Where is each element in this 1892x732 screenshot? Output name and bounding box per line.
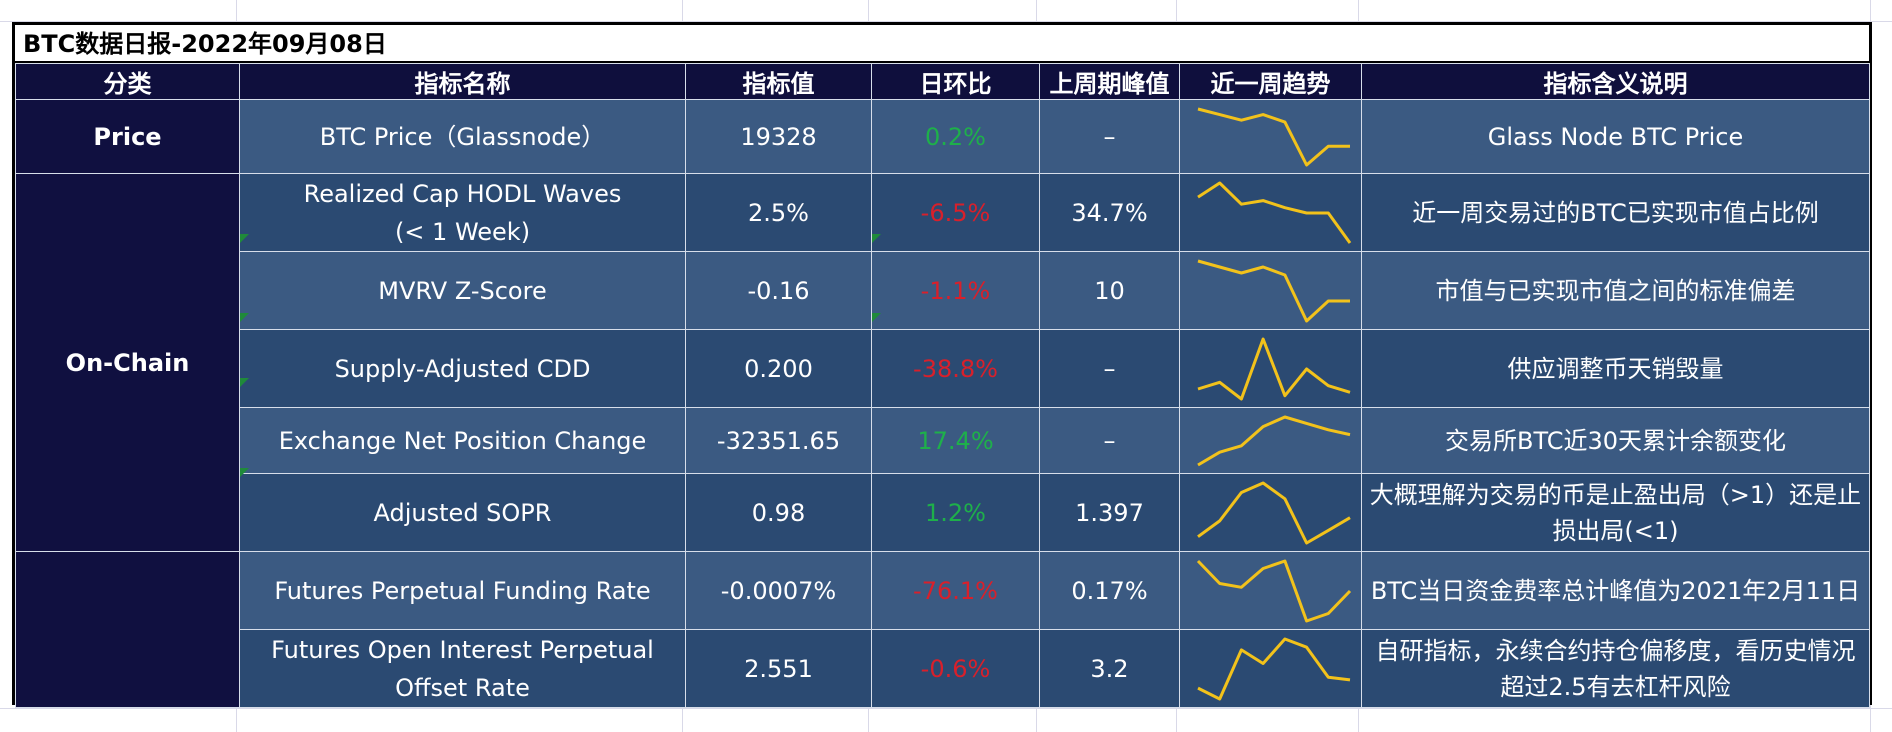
cell-note-marker[interactable] <box>240 468 249 477</box>
weekly-trend-sparkline <box>1197 181 1352 244</box>
sparkline-cell[interactable] <box>1179 629 1362 708</box>
sparkline-cell[interactable] <box>1179 251 1362 330</box>
header-category[interactable]: 分类 <box>15 63 240 100</box>
metrics-table: 分类 指标名称 指标值 日环比 上周期峰值 近一周趋势 指标含义说明 Price… <box>15 63 1870 708</box>
metric-name-cell[interactable]: Realized Cap HODL Waves (< 1 Week) <box>239 173 686 252</box>
header-description[interactable]: 指标含义说明 <box>1361 63 1870 100</box>
category-onchain[interactable]: On-Chain <box>15 173 240 552</box>
sparkline-series <box>1197 107 1350 166</box>
daily-report-block: BTC数据日报-2022年09月08日 分类 指标名称 指标值 日环比 上周期峰… <box>12 22 1872 708</box>
cell-note-marker[interactable] <box>240 313 249 322</box>
header-row: 分类 指标名称 指标值 日环比 上周期峰值 近一周趋势 指标含义说明 <box>15 63 1870 100</box>
metric-name-cell[interactable]: Futures Perpetual Funding Rate <box>239 551 686 630</box>
table-row: Exchange Net Position Change -32351.65 17.… <box>16 407 1870 474</box>
weekly-trend-sparkline <box>1197 637 1351 700</box>
table-row: Futures Open Interest Perpetual Offset Ra… <box>16 629 1870 708</box>
day-over-day-cell[interactable]: 1.2% <box>871 473 1040 552</box>
metric-name-cell[interactable]: Adjusted SOPR <box>239 473 686 552</box>
sparkline-series <box>1196 559 1352 622</box>
sparkline-series <box>1197 415 1351 466</box>
day-over-day-cell[interactable]: -6.5% <box>871 173 1040 252</box>
header-day-over-day[interactable]: 日环比 <box>871 63 1040 100</box>
metric-name-cell[interactable]: Supply-Adjusted CDD <box>239 329 686 408</box>
metric-value-cell[interactable]: -0.0007% <box>685 551 872 630</box>
metric-name-cell[interactable]: BTC Price（Glassnode） <box>239 99 686 174</box>
cell-note-marker[interactable] <box>240 234 249 243</box>
weekly-trend-sparkline <box>1197 107 1350 166</box>
last-peak-cell[interactable]: 10 <box>1039 251 1180 330</box>
metric-name-cell[interactable]: Exchange Net Position Change <box>239 407 686 474</box>
category-price[interactable]: Price <box>15 99 240 174</box>
sparkline-series <box>1197 481 1351 544</box>
day-over-day-cell[interactable]: -1.1% <box>871 251 1040 330</box>
table-row: Adjusted SOPR 0.98 1.2% 1.397 大概理解为交易的币是止盈出局… <box>16 473 1870 552</box>
cell-note-marker[interactable] <box>872 313 881 322</box>
weekly-trend-sparkline <box>1197 259 1350 322</box>
table-row: Price BTC Price（Glassnode） 19328 0.2% – Glass… <box>15 99 1870 174</box>
metric-value-cell[interactable]: -32351.65 <box>685 407 872 474</box>
header-last-peak[interactable]: 上周期峰值 <box>1039 63 1180 100</box>
report-title[interactable]: BTC数据日报-2022年09月08日 <box>15 25 1869 63</box>
header-metric-value[interactable]: 指标值 <box>685 63 872 100</box>
last-peak-cell[interactable]: 0.17% <box>1039 551 1180 630</box>
last-peak-cell[interactable]: 1.397 <box>1039 473 1180 552</box>
day-over-day-cell[interactable]: -0.6% <box>871 629 1040 708</box>
sparkline-cell[interactable] <box>1179 473 1362 552</box>
metric-value-cell[interactable]: 2.551 <box>685 629 872 708</box>
last-peak-cell[interactable]: 3.2 <box>1039 629 1180 708</box>
cell-note-marker[interactable] <box>240 378 249 387</box>
table-row: MVRV Z-Score -0.16 -1.1% 10 市值与已实现市值之间的标准偏差 <box>16 251 1870 330</box>
metric-value-cell[interactable]: 2.5% <box>685 173 872 252</box>
description-cell[interactable]: Glass Node BTC Price <box>1361 99 1870 174</box>
last-peak-cell[interactable]: – <box>1039 407 1180 474</box>
last-peak-cell[interactable]: 34.7% <box>1039 173 1180 252</box>
metric-value-cell[interactable]: 0.200 <box>685 329 872 408</box>
description-cell[interactable]: 交易所BTC近30天累计余额变化 <box>1361 407 1870 474</box>
sparkline-cell[interactable] <box>1179 407 1362 474</box>
day-over-day-cell[interactable]: -76.1% <box>871 551 1040 630</box>
last-peak-cell[interactable]: – <box>1039 329 1180 408</box>
description-cell[interactable]: BTC当日资金费率总计峰值为2021年2月11日 <box>1361 551 1870 630</box>
description-cell[interactable]: 近一周交易过的BTC已实现市值占比例 <box>1361 173 1870 252</box>
metric-name-cell[interactable]: MVRV Z-Score <box>239 251 686 330</box>
sparkline-cell[interactable] <box>1179 329 1362 408</box>
sparkline-cell[interactable] <box>1179 99 1362 174</box>
description-cell[interactable]: 市值与已实现市值之间的标准偏差 <box>1361 251 1870 330</box>
weekly-trend-sparkline <box>1197 337 1351 400</box>
weekly-trend-sparkline <box>1197 481 1351 544</box>
table-row: On-Chain Realized Cap HODL Waves (< 1 Week… <box>15 173 1870 552</box>
description-cell[interactable]: 自研指标，永续合约持仓偏移度，看历史情况超过2.5有去杠杆风险 <box>1361 629 1870 708</box>
sparkline-series <box>1197 259 1350 322</box>
header-metric-name[interactable]: 指标名称 <box>239 63 686 100</box>
day-over-day-cell[interactable]: 0.2% <box>871 99 1040 174</box>
day-over-day-cell[interactable]: 17.4% <box>871 407 1040 474</box>
metric-value-cell[interactable]: -0.16 <box>685 251 872 330</box>
last-peak-cell[interactable]: – <box>1039 99 1180 174</box>
sparkline-series <box>1197 637 1351 700</box>
category-futures[interactable] <box>15 551 240 708</box>
sparkline-series <box>1197 337 1351 400</box>
description-cell[interactable]: 供应调整币天销毁量 <box>1361 329 1870 408</box>
metric-value-cell[interactable]: 0.98 <box>685 473 872 552</box>
metric-name-cell[interactable]: Futures Open Interest Perpetual Offset Ra… <box>239 629 686 708</box>
sparkline-cell[interactable] <box>1179 173 1362 252</box>
sparkline-series <box>1197 181 1352 244</box>
table-row: Futures Perpetual Funding Rate -0.0007% -7… <box>15 551 1870 708</box>
sparkline-cell[interactable] <box>1179 551 1362 630</box>
description-cell[interactable]: 大概理解为交易的币是止盈出局（>1）还是止损出局(<1) <box>1361 473 1870 552</box>
weekly-trend-sparkline <box>1196 559 1352 622</box>
header-weekly-trend[interactable]: 近一周趋势 <box>1179 63 1362 100</box>
cell-note-marker[interactable] <box>872 234 881 243</box>
table-row: Supply-Adjusted CDD 0.200 -38.8% – 供应调整币天销毁量 <box>16 329 1870 408</box>
weekly-trend-sparkline <box>1197 415 1351 466</box>
day-over-day-cell[interactable]: -38.8% <box>871 329 1040 408</box>
metric-value-cell[interactable]: 19328 <box>685 99 872 174</box>
